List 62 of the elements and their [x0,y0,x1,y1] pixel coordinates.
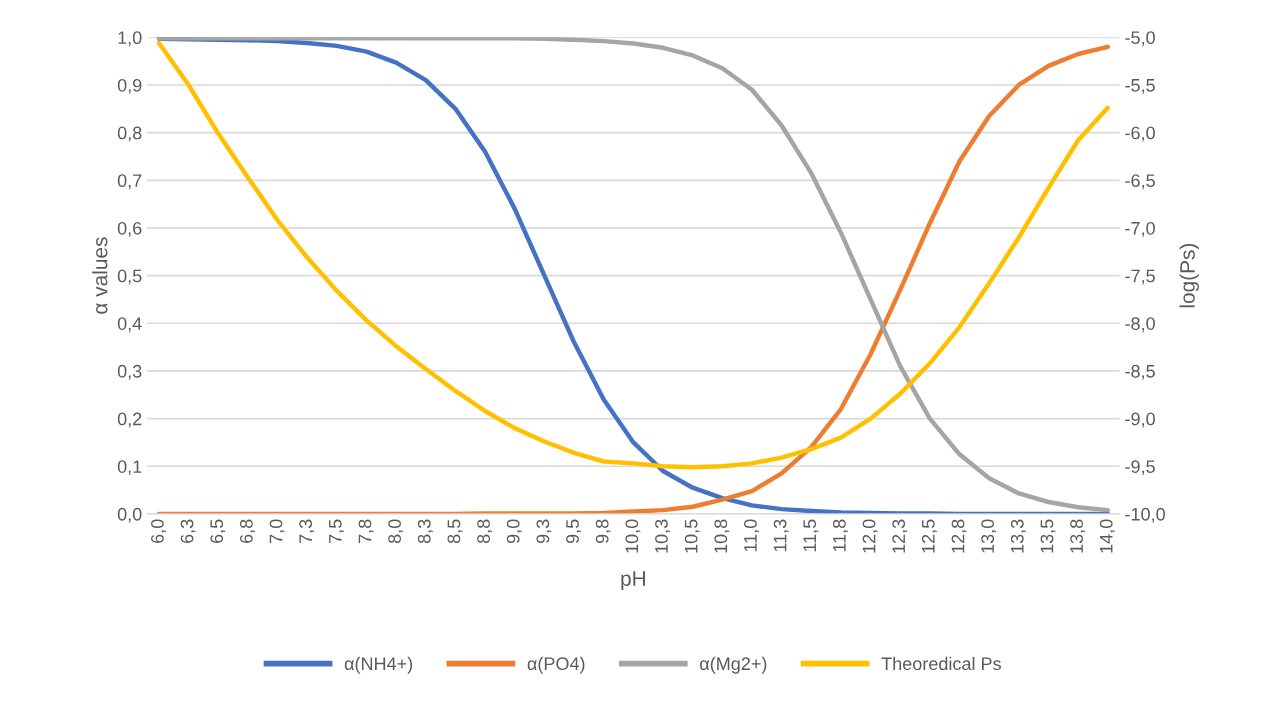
y2-axis-title: log(Ps) [1179,243,1199,308]
x-tick-label: 6,0 [151,519,166,543]
y2-tick-label: -9,5 [1125,460,1155,476]
legend-label: α(NH4+) [344,656,413,674]
x-tick-label: 8,3 [417,519,433,544]
y-tick-label: 0,8 [117,126,142,142]
x-tick-label: 11,3 [773,519,789,552]
x-tick-label: 9,3 [536,519,552,544]
x-tick-label: 13,0 [981,519,997,553]
legend-label: α(PO4) [527,656,585,674]
y2-tick-label: -5,5 [1125,79,1155,94]
y-tick-label: 0,1 [117,460,142,476]
y-tick-label: 0,2 [117,412,142,428]
x-tick-label: 6,3 [180,519,196,543]
y2-tick-label: -7,5 [1125,269,1155,285]
x-tick-label: 8,5 [447,519,463,544]
y-tick-label: 0,6 [117,221,142,237]
x-tick-label: 7,8 [358,519,374,543]
y-tick-label: 1,0 [118,31,142,47]
x-tick-label: 9,8 [595,519,611,544]
x-tick-label: 10,5 [684,519,700,553]
y-tick-label: 0,4 [117,317,142,333]
x-axis-title: pH [621,571,645,591]
y2-tick-label: -5,0 [1125,31,1155,47]
x-tick-label: 10,8 [714,519,730,553]
x-tick-label: 11,0 [744,519,759,552]
y2-tick-label: -7,0 [1125,221,1155,237]
y2-tick-label: -9,0 [1125,412,1155,428]
y2-tick-label: -8,5 [1125,364,1155,380]
y2-tick-label: -10,0 [1125,507,1165,523]
x-tick-label: 9,0 [506,519,522,544]
y-tick-label: 0,7 [117,174,142,190]
x-tick-label: 6,5 [210,519,226,543]
y-tick-label: 0,0 [117,507,142,523]
x-tick-label: 11,8 [832,519,848,552]
x-tick-label: 7,5 [329,519,344,543]
y2-tick-label: -6,5 [1125,174,1155,190]
x-tick-label: 6,8 [239,519,255,543]
x-tick-label: 12,3 [892,519,908,553]
y-tick-label: 0,5 [117,269,142,285]
y2-tick-label: -6,0 [1125,126,1155,142]
x-tick-label: 7,0 [269,519,285,543]
y-tick-label: 0,3 [117,364,142,380]
x-tick-label: 10,0 [625,519,641,553]
x-tick-label: 13,5 [1040,519,1056,553]
x-tick-label: 7,3 [299,519,315,543]
x-tick-label: 11,5 [803,519,819,552]
x-tick-label: 9,5 [566,519,582,544]
x-tick-label: 8,0 [388,519,404,544]
x-tick-label: 10,3 [655,519,670,553]
y2-tick-label: -8,0 [1125,317,1155,333]
legend-label: α(Mg2+) [700,656,767,674]
x-tick-label: 14,0 [1099,519,1115,553]
y-axis-title: α values [92,237,108,314]
legend-label: Theoredical Ps [881,656,1001,671]
y-tick-label: 0,9 [117,78,142,94]
x-tick-label: 12,8 [951,519,967,553]
x-tick-label: 13,3 [1010,519,1026,553]
x-tick-label: 12,0 [862,519,878,553]
x-tick-label: 12,5 [921,519,937,553]
x-tick-label: 8,8 [477,519,493,544]
x-tick-label: 13,8 [1070,519,1086,553]
